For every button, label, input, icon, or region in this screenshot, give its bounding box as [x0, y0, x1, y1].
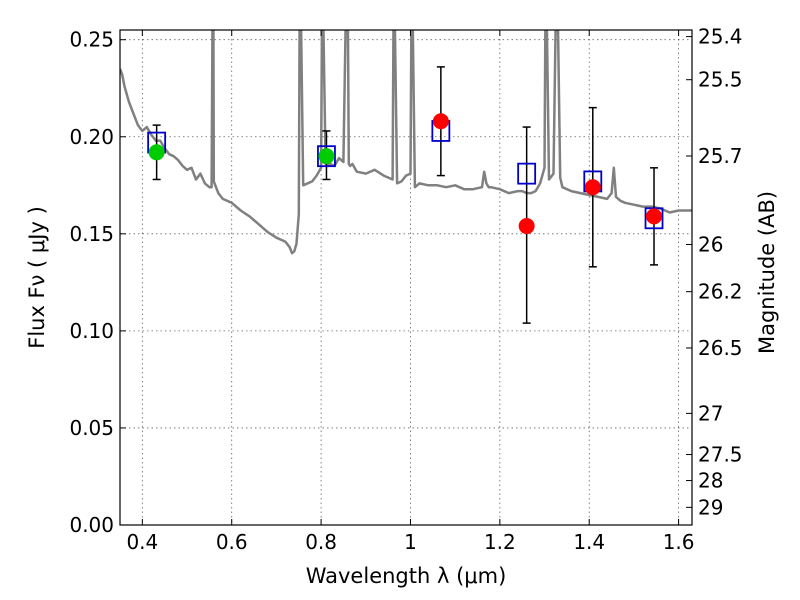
- right-tick-label: 27.5: [698, 443, 743, 467]
- right-axis-label: Magnitude (AB): [755, 191, 779, 354]
- observed-point: [432, 113, 449, 130]
- y-tick-label: 0.10: [69, 319, 114, 343]
- right-tick-label: 29: [698, 495, 723, 519]
- ticks: [120, 30, 692, 526]
- y-tick-label: 0.15: [69, 222, 114, 246]
- y-tick-label: 0.05: [69, 416, 114, 440]
- model-band-square: [517, 162, 537, 185]
- right-tick-label: 27: [698, 401, 723, 425]
- plot-frame: [119, 29, 693, 526]
- x-tick-label: 1: [404, 530, 417, 554]
- y-tick-label: 0.20: [69, 125, 114, 149]
- right-tick-label: 25.5: [698, 68, 743, 92]
- x-tick-label: 1.2: [484, 530, 516, 554]
- right-tick-label: 25.7: [698, 144, 743, 168]
- x-tick-label: 1.4: [573, 530, 605, 554]
- observed-point: [518, 218, 535, 235]
- right-tick-label: 26.2: [698, 280, 743, 304]
- markers: [147, 113, 664, 235]
- right-tick-label: 28: [698, 469, 723, 493]
- right-tick-label: 26: [698, 233, 723, 257]
- x-tick-label: 0.4: [126, 530, 158, 554]
- right-tick-label: 25.4: [698, 25, 743, 49]
- observed-point: [584, 179, 601, 196]
- x-tick-label: 0.6: [216, 530, 248, 554]
- observed-point: [318, 148, 335, 165]
- y-axis-label: Flux Fν ( μJy ): [25, 206, 49, 349]
- y-tick-label: 0.25: [69, 28, 114, 52]
- x-tick-label: 0.8: [305, 530, 337, 554]
- grid: [120, 30, 692, 526]
- observed-point: [148, 144, 165, 161]
- right-tick-label: 26.5: [698, 336, 743, 360]
- error-bars: [152, 66, 659, 324]
- model-band-square: [644, 207, 664, 230]
- observed-point: [646, 208, 663, 225]
- model-band-square: [317, 145, 336, 168]
- x-tick-label: 1.6: [663, 530, 695, 554]
- y-tick-label: 0.00: [69, 513, 114, 537]
- tick-labels: 0.4 0.6 0.8 1 1.2 1.4 1.6 0.00 0.05 0.10 0.15 0.20 0…: [69, 25, 742, 554]
- spectrum-line: [120, 30, 692, 255]
- x-axis-label: Wavelength λ (μm): [306, 564, 507, 588]
- model-spectrum: [120, 30, 692, 255]
